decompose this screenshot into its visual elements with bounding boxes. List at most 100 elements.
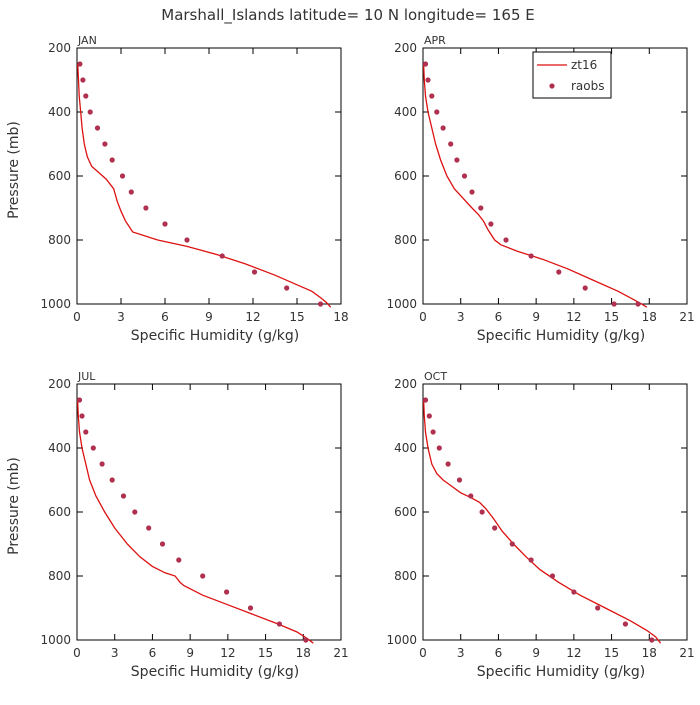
y-tick-label: 200 (48, 41, 71, 55)
x-tick-label: 21 (333, 646, 348, 660)
y-tick-label: 600 (394, 505, 417, 519)
y-tick-label: 1000 (386, 297, 417, 311)
y-tick-label: 200 (394, 41, 417, 55)
data-point-raobs (102, 141, 108, 147)
x-tick-label: 9 (532, 646, 540, 660)
data-point-raobs (83, 93, 89, 99)
x-tick-label: 12 (245, 310, 260, 324)
x-tick-label: 18 (642, 310, 657, 324)
data-point-raobs (503, 237, 509, 243)
data-point-raobs (219, 253, 225, 259)
data-point-raobs (479, 509, 485, 515)
panel-jul: JUL 0 3 6 9 12 15 18 21 200 400 600 800 1000 Specific … (6, 370, 349, 680)
y-tick-label: 200 (394, 377, 417, 391)
data-point-raobs (132, 509, 138, 515)
data-point-raobs (430, 429, 436, 435)
x-tick-label: 21 (679, 646, 694, 660)
data-point-raobs (622, 621, 629, 627)
x-tick-label: 15 (604, 646, 619, 660)
x-tick-label: 15 (258, 646, 273, 660)
data-point-raobs (426, 413, 432, 419)
series-line-zt16 (76, 399, 314, 644)
data-point-raobs (492, 525, 498, 531)
data-point-raobs (448, 141, 454, 147)
x-tick-label: 0 (419, 310, 427, 324)
x-tick-label: 3 (111, 646, 119, 660)
data-point-raobs (184, 237, 190, 243)
data-point-raobs (90, 445, 96, 451)
data-point-raobs (159, 541, 166, 547)
x-tick-label: 3 (117, 310, 125, 324)
y-tick-label: 1000 (386, 633, 417, 647)
data-point-raobs (445, 461, 451, 467)
legend-label-model: zt16 (571, 58, 597, 72)
x-axis-label: Specific Humidity (g/kg) (131, 328, 299, 344)
data-point-raobs (224, 589, 230, 595)
x-tick-label: 3 (457, 310, 465, 324)
panel-month-label: JAN (77, 34, 97, 47)
y-tick-label: 600 (394, 169, 417, 183)
data-point-raobs (549, 573, 556, 579)
plot-frame (422, 383, 688, 641)
y-tick-label: 600 (48, 169, 71, 183)
data-point-raobs (251, 269, 258, 275)
data-point-raobs (143, 205, 149, 211)
x-tick-label: 12 (566, 646, 581, 660)
data-point-raobs (582, 285, 588, 291)
data-point-raobs (76, 397, 83, 403)
x-axis-label: Specific Humidity (g/kg) (477, 664, 645, 680)
y-tick-label: 400 (48, 105, 71, 119)
data-point-raobs (461, 173, 468, 179)
data-point-raobs (595, 605, 601, 611)
data-point-raobs (80, 77, 86, 83)
data-point-raobs (146, 525, 152, 531)
data-point-raobs (94, 125, 101, 131)
legend-box (532, 51, 612, 99)
y-tick-label: 200 (48, 377, 71, 391)
data-point-raobs (440, 125, 446, 131)
data-point-raobs (488, 221, 494, 227)
data-point-raobs (425, 77, 431, 83)
panel-month-label: JUL (77, 370, 96, 383)
data-point-raobs (77, 61, 83, 67)
y-axis-label: Pressure (mb) (6, 457, 22, 555)
data-point-raobs (109, 477, 115, 483)
x-tick-label: 15 (604, 310, 619, 324)
x-tick-label: 0 (73, 646, 81, 660)
data-point-raobs (119, 173, 126, 179)
plot-frame (76, 47, 342, 305)
series-line-zt16 (422, 63, 648, 308)
data-point-raobs (87, 109, 93, 115)
x-tick-label: 15 (289, 310, 304, 324)
data-point-raobs (509, 541, 515, 547)
y-tick-label: 400 (48, 441, 71, 455)
data-point-raobs (276, 621, 282, 627)
y-tick-label: 400 (394, 441, 417, 455)
data-point-raobs (176, 557, 182, 563)
data-point-raobs (611, 301, 617, 307)
data-point-raobs (99, 461, 105, 467)
data-point-raobs (422, 61, 429, 67)
data-point-raobs (83, 429, 89, 435)
panel-month-label: APR (424, 34, 446, 47)
x-tick-label: 3 (457, 646, 465, 660)
x-tick-label: 9 (205, 310, 213, 324)
legend-label-obs: raobs (571, 79, 605, 93)
x-tick-label: 0 (419, 646, 427, 660)
y-tick-label: 800 (48, 569, 71, 583)
data-point-raobs (571, 589, 577, 595)
data-point-raobs (434, 109, 440, 115)
data-point-raobs (317, 301, 324, 307)
x-tick-label: 18 (642, 646, 657, 660)
panel-jan: JAN 0 3 6 9 12 15 18 200 400 600 800 1000 Specific Hu… (6, 34, 349, 344)
data-point-raobs (429, 93, 435, 99)
data-point-raobs (468, 493, 474, 499)
x-tick-label: 6 (149, 646, 157, 660)
panel-oct: OCT 0 3 6 9 12 15 18 21 200 400 600 800 1000 Specific … (386, 370, 694, 680)
x-tick-label: 0 (73, 310, 81, 324)
series-line-zt16 (77, 63, 332, 308)
y-tick-label: 800 (394, 569, 417, 583)
y-tick-label: 600 (48, 505, 71, 519)
